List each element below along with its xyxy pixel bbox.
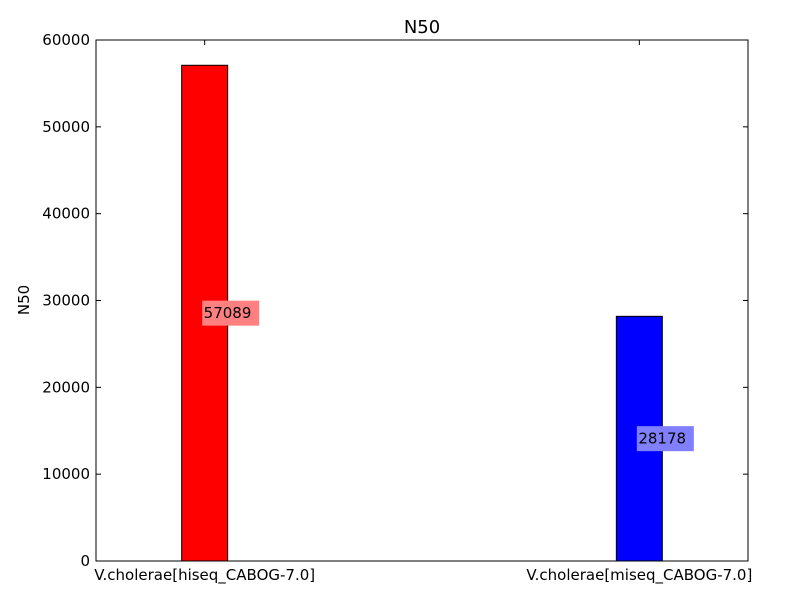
y-tick-label: 20000 xyxy=(42,378,90,396)
y-tick-label: 60000 xyxy=(42,31,90,49)
chart-title: N50 xyxy=(404,17,440,38)
data-label-box xyxy=(202,300,260,326)
y-tick-label: 10000 xyxy=(42,465,90,483)
x-tick-label: V.cholerae[hiseq_CABOG-7.0] xyxy=(94,566,315,585)
y-tick-label: 40000 xyxy=(42,205,90,223)
x-tick-label: V.cholerae[miseq_CABOG-7.0] xyxy=(526,566,752,585)
data-labels: 57089 28178 xyxy=(202,300,694,452)
data-label: 28178 xyxy=(638,430,686,448)
y-tick-label: 0 xyxy=(80,552,90,570)
y-tick-label: 30000 xyxy=(42,292,90,310)
axis-ticks: 0 10000 20000 30000 40000 50000 60000 V.cholera… xyxy=(42,31,752,585)
plot-frame xyxy=(95,39,749,562)
y-tick-label: 50000 xyxy=(42,118,90,136)
y-axis-label: N50 xyxy=(15,285,33,315)
data-label-box xyxy=(636,426,694,452)
data-label: 57089 xyxy=(204,304,252,322)
